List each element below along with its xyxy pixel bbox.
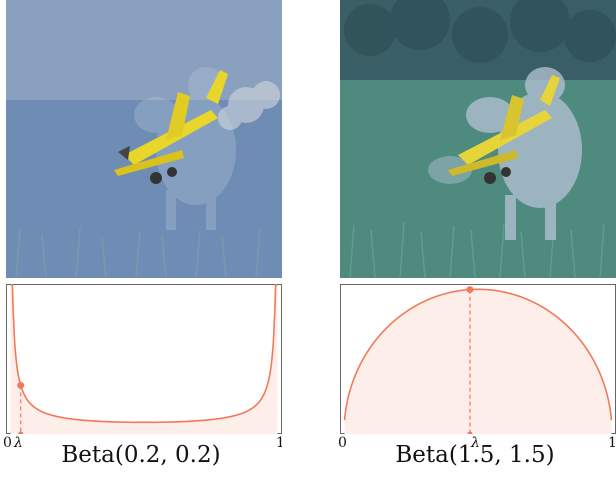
tick-lambda-right: λ [470, 435, 480, 451]
tick-zero-left: 0 [3, 435, 12, 451]
caption-left: Beta(0.2, 0.2) [61, 442, 221, 468]
beta-plot-right [340, 284, 616, 437]
lambda-dot-right [466, 286, 474, 294]
tick-zero-right: 0 [338, 435, 347, 451]
density-area-left [10, 285, 278, 434]
lambda-dot-left [17, 381, 25, 389]
density-curve-left [10, 284, 278, 424]
beta-density-chart-right [340, 284, 616, 437]
left-panel: 0 λ 1 Beta(0.2, 0.2) [0, 0, 282, 500]
airplane-right [448, 75, 560, 184]
beta-density-chart-left [6, 284, 282, 437]
density-area-right [344, 289, 612, 434]
mixed-image-right [340, 0, 616, 278]
density-curve-right [343, 288, 613, 421]
beta-plot-left [6, 284, 282, 437]
right-panel: 0 λ 1 Beta(1.5, 1.5) [334, 0, 616, 500]
airplane-left [114, 70, 228, 184]
tick-one-right: 1 [608, 435, 616, 451]
tick-lambda-left: λ [13, 435, 23, 451]
caption-right: Beta(1.5, 1.5) [395, 442, 555, 468]
mixed-image-left [6, 0, 282, 278]
tick-one-left: 1 [276, 435, 282, 451]
